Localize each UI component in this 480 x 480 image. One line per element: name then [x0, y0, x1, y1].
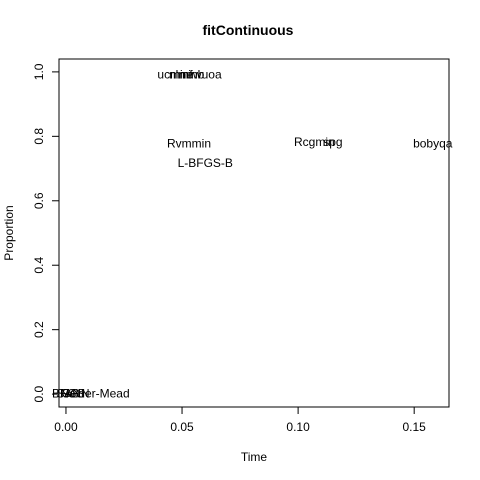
point-label: spg [323, 135, 342, 149]
point-label: Rvmmin [167, 137, 211, 151]
point-label: BFGS [52, 386, 85, 400]
x-tick-label: 0.15 [402, 420, 426, 434]
chart-title: fitContinuous [203, 22, 294, 38]
x-axis: 0.00 0.05 0.10 0.15 [54, 406, 426, 434]
x-tick-label: 0.05 [170, 420, 194, 434]
point-label: nlminb [169, 67, 205, 81]
x-tick-label: 0.10 [286, 420, 310, 434]
y-tick-label: 1.0 [32, 63, 46, 80]
plot-area-frame [58, 58, 450, 408]
x-tick-label: 0.00 [54, 420, 78, 434]
y-tick-label: 0.8 [32, 128, 46, 145]
point-label: SANN [56, 386, 89, 400]
point-label: Rcgmin [294, 135, 335, 149]
y-tick-label: 0.4 [32, 257, 46, 274]
point-label: ucminf [157, 67, 193, 81]
x-axis-label: Time [241, 450, 268, 464]
y-axis-label: Proportion [2, 205, 16, 260]
y-tick-label: 0.6 [32, 192, 46, 209]
y-tick-label: 0.2 [32, 321, 46, 338]
point-label: Nelder-Mead [60, 386, 129, 400]
point-label: newuoa [180, 67, 222, 81]
y-axis: 0.0 0.2 0.4 0.6 0.8 1.0 [32, 63, 60, 402]
y-tick-label: 0.0 [32, 385, 46, 402]
point-label: CG [62, 386, 80, 400]
point-label: L-BFGS-B [178, 156, 233, 170]
point-label: bobyqa [413, 137, 453, 151]
